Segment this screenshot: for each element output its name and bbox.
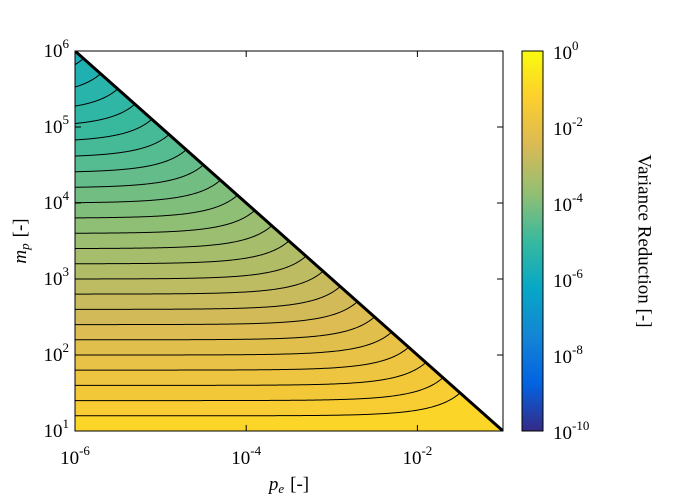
tick-label-exponent: 2	[63, 340, 70, 355]
tick-label-exponent: -10	[572, 418, 589, 433]
contour-line	[75, 73, 101, 88]
tick-label: 10-2	[402, 443, 432, 469]
tick-label-base: 10	[553, 43, 572, 64]
tick-label-base: 10	[231, 448, 250, 469]
tick-label-base: 10	[553, 271, 572, 292]
contour-line	[75, 392, 461, 417]
tick-label-base: 10	[553, 347, 572, 368]
plot-frame	[74, 50, 504, 432]
tick-label-base: 10	[44, 345, 63, 366]
tick-label-exponent: 0	[572, 38, 579, 53]
contour-line	[75, 210, 255, 234]
tick-label: 10-10	[553, 418, 589, 444]
x-label-symbol: p	[267, 474, 279, 495]
tick-label: 10-2	[553, 114, 583, 140]
contour-line	[75, 134, 170, 157]
contour-line	[75, 118, 153, 141]
boundary-line	[75, 51, 503, 431]
tick-label-base: 10	[402, 448, 421, 469]
contour-line	[75, 316, 375, 341]
tick-label-base: 10	[44, 421, 63, 442]
contour-line	[75, 225, 273, 250]
tick-label: 102	[44, 340, 70, 366]
tick-label-base: 10	[44, 117, 63, 138]
contour-line	[75, 58, 84, 66]
tick-label-exponent: -8	[572, 342, 583, 357]
tick-label-base: 10	[60, 448, 79, 469]
contour-line	[75, 164, 204, 188]
tick-label: 10-6	[553, 266, 583, 292]
tick-label-exponent: 3	[63, 264, 70, 279]
contour-line	[75, 179, 221, 204]
tick-label-base: 10	[553, 119, 572, 140]
tick-label-exponent: 5	[63, 112, 70, 127]
contour-line	[75, 362, 427, 386]
tick-label-base: 10	[553, 195, 572, 216]
tick-label-base: 10	[44, 41, 63, 62]
contour-line	[75, 194, 238, 219]
contour-line	[75, 377, 444, 402]
tick-label: 10-8	[553, 342, 583, 368]
tick-label-exponent: -6	[79, 443, 90, 458]
tick-label-exponent: -4	[572, 190, 583, 205]
tick-label-exponent: 6	[63, 36, 70, 51]
tick-label: 103	[44, 264, 70, 290]
contour-line	[75, 255, 307, 280]
tick-label-exponent: -4	[250, 443, 261, 458]
tick-label-exponent: 1	[63, 416, 70, 431]
tick-label: 104	[44, 188, 70, 214]
tick-label: 100	[553, 38, 579, 64]
contour-line	[75, 240, 290, 265]
tick-label: 10-4	[553, 190, 583, 216]
tick-label-base: 10	[553, 423, 572, 444]
colorbar-label: Variance Reduction [-]	[634, 154, 655, 327]
tick-label-exponent: -2	[421, 443, 432, 458]
x-axis-label: pe [-]	[267, 474, 309, 496]
contour-line	[75, 286, 341, 310]
contour-line	[75, 103, 136, 125]
contour-lines	[75, 51, 503, 431]
contour-line	[75, 88, 119, 107]
x-label-subscript: e	[278, 481, 284, 496]
tick-label: 105	[44, 112, 70, 138]
y-axis-label: mp [-]	[10, 218, 32, 263]
tick-label-base: 10	[44, 193, 63, 214]
contour-line	[75, 270, 324, 295]
contour-line	[75, 346, 409, 371]
tick-label-base: 10	[44, 269, 63, 290]
tick-label: 10-6	[60, 443, 90, 469]
x-label-unit: [-]	[290, 474, 309, 495]
colorbar	[521, 50, 544, 432]
contour-line	[75, 301, 358, 326]
contour-line	[75, 149, 187, 173]
tick-label-exponent: -2	[572, 114, 583, 129]
tick-label-exponent: -6	[572, 266, 583, 281]
y-label-unit: [-]	[10, 218, 31, 237]
y-label-subscript: p	[17, 243, 32, 251]
tick-label-exponent: 4	[63, 188, 70, 203]
y-label-symbol: m	[10, 250, 31, 264]
tick-label: 106	[44, 36, 70, 62]
contour-line	[75, 331, 392, 356]
tick-label: 10-4	[231, 443, 261, 469]
tick-label: 101	[44, 416, 70, 442]
